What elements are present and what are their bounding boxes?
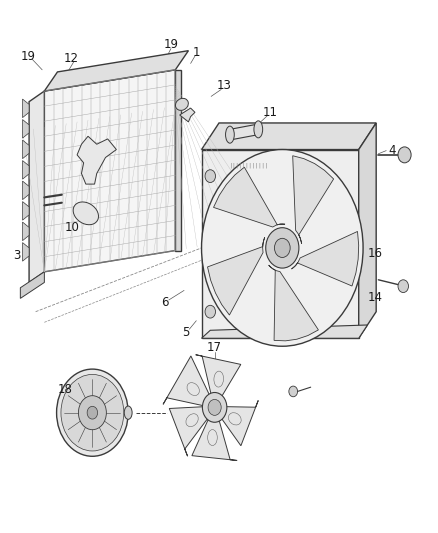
Text: ||||||||||||: |||||||||||| [230, 163, 269, 168]
Circle shape [78, 395, 106, 430]
Polygon shape [29, 91, 44, 282]
Polygon shape [22, 140, 29, 159]
Text: 17: 17 [207, 341, 222, 354]
Polygon shape [201, 325, 367, 338]
Text: 1: 1 [193, 46, 200, 59]
Polygon shape [230, 124, 258, 140]
Text: 19: 19 [163, 38, 178, 51]
Circle shape [205, 305, 215, 318]
Text: 16: 16 [368, 247, 383, 260]
Text: 13: 13 [217, 79, 232, 92]
Polygon shape [22, 181, 29, 200]
Polygon shape [213, 167, 285, 227]
Circle shape [201, 150, 363, 346]
Ellipse shape [226, 126, 234, 143]
Polygon shape [170, 407, 209, 456]
Text: 4: 4 [389, 144, 396, 157]
Polygon shape [192, 417, 237, 461]
Circle shape [87, 406, 98, 419]
Ellipse shape [73, 202, 99, 225]
Polygon shape [20, 272, 44, 298]
Circle shape [202, 392, 227, 422]
Circle shape [275, 238, 290, 257]
Polygon shape [77, 136, 117, 184]
Circle shape [398, 147, 411, 163]
Polygon shape [293, 156, 334, 244]
Circle shape [398, 280, 409, 293]
Polygon shape [220, 400, 258, 446]
Polygon shape [268, 265, 318, 341]
Polygon shape [22, 160, 29, 179]
Polygon shape [180, 108, 195, 122]
Text: 11: 11 [263, 106, 278, 119]
Text: 19: 19 [20, 50, 35, 63]
Polygon shape [196, 355, 241, 398]
Circle shape [205, 169, 215, 182]
Polygon shape [22, 119, 29, 138]
Polygon shape [201, 150, 359, 338]
Text: 6: 6 [161, 296, 168, 309]
Polygon shape [44, 70, 175, 272]
Text: 14: 14 [368, 291, 383, 304]
Text: 3: 3 [14, 249, 21, 262]
Polygon shape [201, 123, 376, 150]
Ellipse shape [254, 121, 263, 138]
Circle shape [57, 369, 128, 456]
Text: 12: 12 [64, 52, 79, 64]
Polygon shape [22, 201, 29, 220]
Text: 5: 5 [183, 326, 190, 340]
Circle shape [208, 399, 221, 415]
Polygon shape [163, 356, 210, 406]
Ellipse shape [124, 406, 132, 419]
Polygon shape [44, 51, 188, 91]
Polygon shape [208, 237, 265, 315]
Circle shape [289, 386, 297, 397]
Polygon shape [359, 123, 376, 338]
Polygon shape [292, 231, 359, 286]
Polygon shape [175, 70, 180, 251]
Text: 18: 18 [58, 383, 73, 397]
Circle shape [266, 228, 299, 268]
Circle shape [61, 374, 124, 451]
Ellipse shape [176, 99, 188, 110]
Polygon shape [22, 243, 29, 261]
Polygon shape [22, 222, 29, 241]
Text: 10: 10 [64, 221, 79, 234]
Polygon shape [22, 99, 29, 118]
